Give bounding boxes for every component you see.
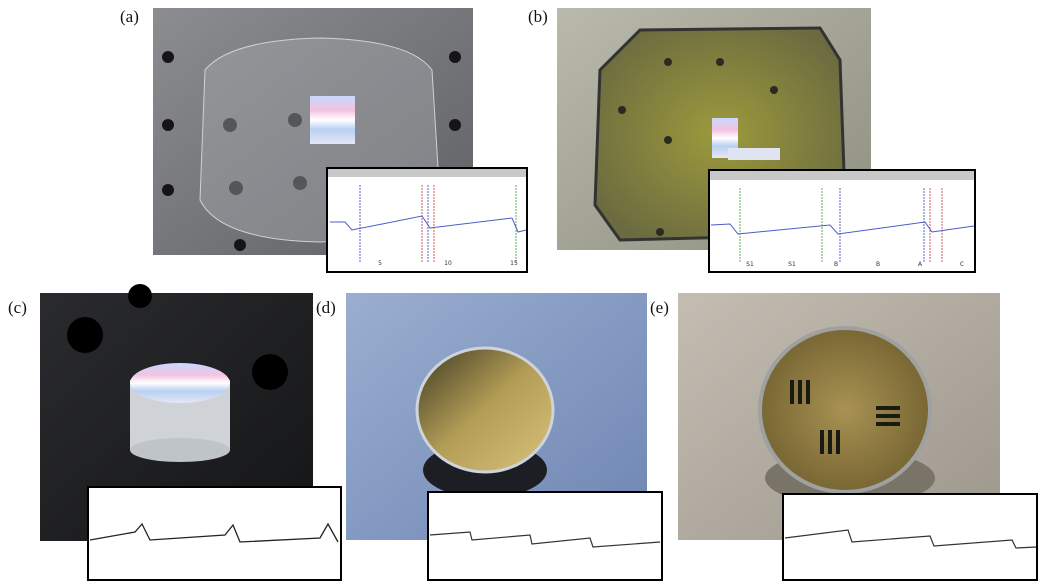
- inset-tick: 5: [378, 260, 382, 267]
- panel-label: (d): [316, 298, 336, 317]
- inset-tick: B: [876, 261, 880, 268]
- inset-c: [88, 487, 341, 580]
- inset-d: [428, 492, 662, 580]
- panel-label: (c): [8, 298, 27, 317]
- inset-tick: B: [834, 261, 838, 268]
- inset-tick: 15: [510, 260, 518, 267]
- panel-label: (a): [120, 7, 139, 26]
- panel-label: (b): [528, 7, 548, 26]
- figure: 5 10 15 (a) S1 S1 B B A C (b) (c): [0, 0, 1040, 583]
- inset-e: [783, 494, 1037, 580]
- inset-tick: S1: [746, 261, 754, 268]
- inset-b: S1 S1 B B A C: [709, 170, 975, 272]
- panel-label: (e): [650, 298, 669, 317]
- inset-a: 5 10 15: [327, 168, 527, 272]
- inset-tick: C: [960, 261, 964, 268]
- inset-tick: S1: [788, 261, 796, 268]
- inset-tick: 10: [444, 260, 452, 267]
